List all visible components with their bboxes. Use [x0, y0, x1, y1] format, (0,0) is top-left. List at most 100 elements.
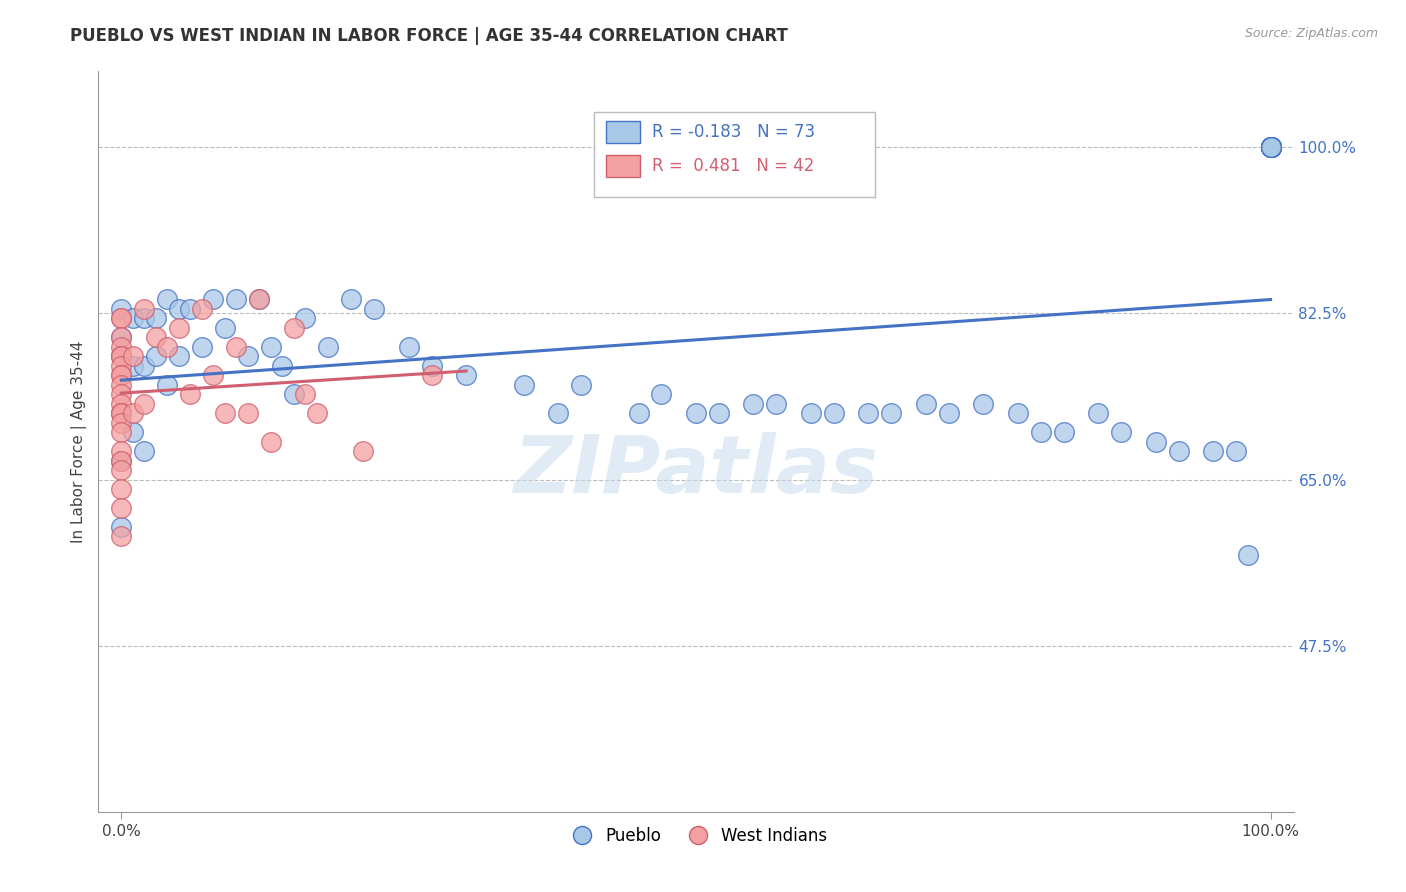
Point: [122, 406, 145, 420]
Point: [110, 349, 132, 363]
Point: [110, 500, 132, 515]
Point: [260, 340, 283, 354]
Point: [1167, 444, 1189, 458]
Point: [110, 330, 132, 344]
Point: [110, 529, 132, 543]
Text: Source: ZipAtlas.com: Source: ZipAtlas.com: [1244, 27, 1378, 40]
Point: [191, 301, 214, 316]
Point: [179, 301, 201, 316]
Point: [1236, 549, 1258, 563]
Point: [167, 301, 190, 316]
Point: [110, 482, 132, 496]
Point: [122, 359, 145, 373]
Point: [191, 340, 214, 354]
Point: [294, 387, 316, 401]
Point: [110, 340, 132, 354]
Point: [134, 359, 156, 373]
Point: [110, 349, 132, 363]
Point: [247, 292, 270, 306]
Point: [156, 340, 179, 354]
Point: [110, 453, 132, 467]
Point: [110, 406, 132, 420]
Point: [134, 301, 156, 316]
FancyBboxPatch shape: [595, 112, 875, 197]
Point: [1260, 140, 1282, 154]
Point: [547, 406, 569, 420]
Point: [363, 301, 385, 316]
Point: [145, 349, 167, 363]
Point: [236, 349, 259, 363]
Point: [225, 340, 247, 354]
Point: [134, 311, 156, 326]
Point: [1007, 406, 1029, 420]
Point: [858, 406, 880, 420]
Point: [110, 463, 132, 477]
Point: [110, 359, 132, 373]
Point: [214, 406, 236, 420]
Point: [627, 406, 650, 420]
Point: [1202, 444, 1225, 458]
Point: [569, 377, 592, 392]
Point: [765, 396, 787, 410]
Text: PUEBLO VS WEST INDIAN IN LABOR FORCE | AGE 35-44 CORRELATION CHART: PUEBLO VS WEST INDIAN IN LABOR FORCE | A…: [70, 27, 789, 45]
Point: [1260, 140, 1282, 154]
Point: [352, 444, 374, 458]
Point: [398, 340, 420, 354]
Point: [823, 406, 845, 420]
Point: [122, 349, 145, 363]
Point: [1260, 140, 1282, 154]
Point: [1029, 425, 1052, 439]
Point: [110, 330, 132, 344]
Point: [110, 396, 132, 410]
Point: [1260, 140, 1282, 154]
Point: [420, 368, 443, 383]
Point: [914, 396, 936, 410]
Text: R = -0.183   N = 73: R = -0.183 N = 73: [652, 123, 815, 141]
Point: [110, 301, 132, 316]
Point: [800, 406, 823, 420]
Point: [305, 406, 328, 420]
Point: [271, 359, 294, 373]
Point: [110, 349, 132, 363]
Point: [420, 359, 443, 373]
Point: [1260, 140, 1282, 154]
Point: [110, 311, 132, 326]
Point: [202, 368, 225, 383]
Text: R =  0.481   N = 42: R = 0.481 N = 42: [652, 157, 814, 175]
Point: [880, 406, 903, 420]
Point: [110, 425, 132, 439]
Point: [122, 425, 145, 439]
Legend: Pueblo, West Indians: Pueblo, West Indians: [558, 820, 834, 852]
Point: [1260, 140, 1282, 154]
Point: [512, 377, 534, 392]
Point: [1260, 140, 1282, 154]
Point: [1260, 140, 1282, 154]
Point: [145, 330, 167, 344]
Point: [972, 396, 994, 410]
Point: [110, 377, 132, 392]
Point: [122, 311, 145, 326]
Point: [156, 377, 179, 392]
Point: [1260, 140, 1282, 154]
Point: [110, 520, 132, 534]
Point: [1144, 434, 1167, 449]
Point: [294, 311, 316, 326]
Point: [260, 434, 283, 449]
Point: [938, 406, 960, 420]
Point: [1109, 425, 1132, 439]
Point: [283, 320, 305, 334]
Point: [110, 444, 132, 458]
Point: [156, 292, 179, 306]
Point: [167, 349, 190, 363]
Point: [110, 406, 132, 420]
Point: [1260, 140, 1282, 154]
Point: [650, 387, 672, 401]
Point: [134, 396, 156, 410]
Point: [236, 406, 259, 420]
Point: [685, 406, 707, 420]
Point: [456, 368, 478, 383]
Point: [145, 311, 167, 326]
Point: [340, 292, 363, 306]
Y-axis label: In Labor Force | Age 35-44: In Labor Force | Age 35-44: [72, 341, 87, 542]
Point: [179, 387, 201, 401]
